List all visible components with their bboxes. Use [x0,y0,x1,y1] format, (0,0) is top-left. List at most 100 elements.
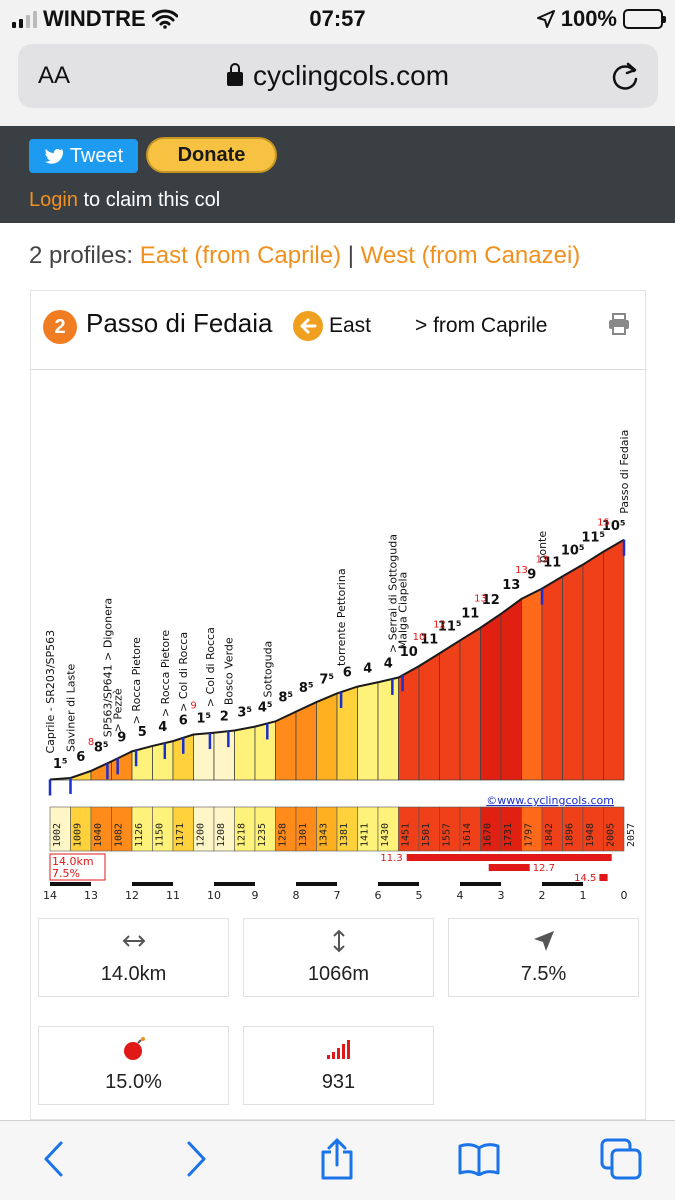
tweet-label: Tweet [69,144,124,167]
average-grade-icon [533,931,554,951]
url-field[interactable]: cyclingcols.com [18,60,658,92]
altitude-label: 1948 [585,823,596,847]
segment-grade-label: 4 [384,657,393,672]
max-grade-label: 15 [597,518,610,529]
print-icon[interactable] [608,313,630,335]
stat-distance: 14.0km [38,918,229,997]
chevron-right-icon [187,1141,206,1177]
stat-difficulty-value: 931 [321,1071,356,1093]
altitude-label: 1501 [421,823,432,847]
direction-label: East [329,314,372,337]
profile-east-link[interactable]: East (from Caprile) [139,242,342,269]
steep-section-bar [599,874,608,881]
x-tick-label: 5 [416,889,423,901]
segment-grade-label: 10 [400,645,418,660]
stat-max-grade-value: 15.0% [105,1071,162,1093]
col-name: Passo di Fedaia [86,308,273,338]
km-axis-band [583,882,624,886]
profile-segment [357,681,379,781]
browser-toolbar [0,1120,675,1200]
bookmarks-button[interactable] [455,1137,503,1181]
share-icon [321,1138,353,1180]
donate-button[interactable]: Donate [146,137,277,173]
segment-grade-label: 12 [482,593,500,608]
address-bar[interactable]: AA cyclingcols.com [18,44,658,108]
tweet-button[interactable]: Tweet [29,139,138,173]
login-line: Login to claim this col [29,189,220,212]
x-tick-label: 8 [293,889,300,901]
segment-grade-label: 11 [461,607,479,622]
max-grade-label: 9 [190,701,196,712]
altitude-strip-cell [603,806,625,852]
stat-average-grade: 7.5% [448,918,639,997]
profile-segment [439,639,461,781]
stat-elevation-gain-value: 1066m [307,963,370,985]
segment-grade-label: 11⁵ [581,531,605,546]
profile-segment [603,539,625,781]
profile-segment [418,652,440,781]
stat-elevation-gain: 1066m [243,918,434,997]
altitude-label: 1126 [134,823,145,847]
stat-average-grade-value: 7.5% [520,963,567,985]
steep-section-label: 12.7 [533,863,555,874]
altitude-label: 1614 [462,823,473,847]
login-link[interactable]: Login [29,189,78,211]
profile-segment [152,740,174,781]
altitude-label: 1896 [565,823,576,847]
segment-grade-label: 6 [343,666,352,681]
waypoint-label: SP563/SP641 > Digonera [101,598,114,737]
max-grade-label: 10 [413,632,426,643]
reader-options-button[interactable]: AA [38,62,71,89]
waypoint-label: > Col di Rocca [204,627,217,707]
altitude-label: 1731 [503,823,514,847]
x-tick-label: 0 [621,889,628,901]
segment-grade-label: 8⁵ [278,691,293,706]
max-grade-label: 12 [433,619,446,630]
profile-segment [562,563,584,781]
altitude-label: 1150 [155,823,166,847]
segment-grade-label: 10⁵ [602,519,626,534]
reload-icon[interactable] [610,60,640,92]
summary-grade: 7.5% [52,867,80,880]
segment-grade-label: 5 [138,725,147,740]
share-button[interactable] [313,1137,361,1181]
profile-segment [377,676,399,781]
steep-section-label: 14.5 [574,873,596,884]
tabs-button[interactable] [597,1137,645,1181]
profile-west-link[interactable]: West (from Canazei) [360,242,581,269]
max-grade-label: 13 [515,565,528,576]
social-bar: Tweet Donate Login to claim this col [0,126,675,223]
x-tick-label: 3 [498,889,505,901]
carrier-group: WINDTRE [12,6,178,32]
altitude-label: 1343 [319,823,330,847]
km-axis-band [91,882,132,886]
profile-header: 2 Passo di Fedaia East > from Caprile [31,291,647,370]
altitude-label: 1218 [237,823,248,847]
profile-segment [295,701,317,781]
segment-grade-label: 1⁵ [196,712,211,727]
profile-segment [275,710,297,781]
profile-segment [541,575,563,781]
login-suffix: to claim this col [77,189,221,211]
steep-section-bar [488,864,530,871]
profiles-prefix: 2 profiles: [29,242,140,269]
stat-max-grade: 15.0% [38,1026,229,1105]
forward-button[interactable] [172,1137,220,1181]
x-tick-label: 2 [539,889,546,901]
profile-segment [521,587,543,781]
steep-section-bar [406,854,612,861]
x-tick-label: 13 [84,889,98,901]
waypoint-label: Malga Ciapela [397,572,410,650]
clock: 07:57 [309,6,366,31]
lock-icon [226,63,243,86]
altitude-label: 1451 [401,823,412,847]
x-tick-label: 4 [457,889,464,901]
altitude-label: 1670 [483,823,494,847]
segment-grade-label: 11 [420,632,438,647]
profile-separator: | [341,242,361,269]
back-button[interactable] [30,1137,78,1181]
max-grade-label: 13 [474,594,487,605]
altitude-label: 1009 [73,823,84,847]
book-icon [458,1143,500,1176]
segment-grade-label: 10⁵ [561,544,585,559]
